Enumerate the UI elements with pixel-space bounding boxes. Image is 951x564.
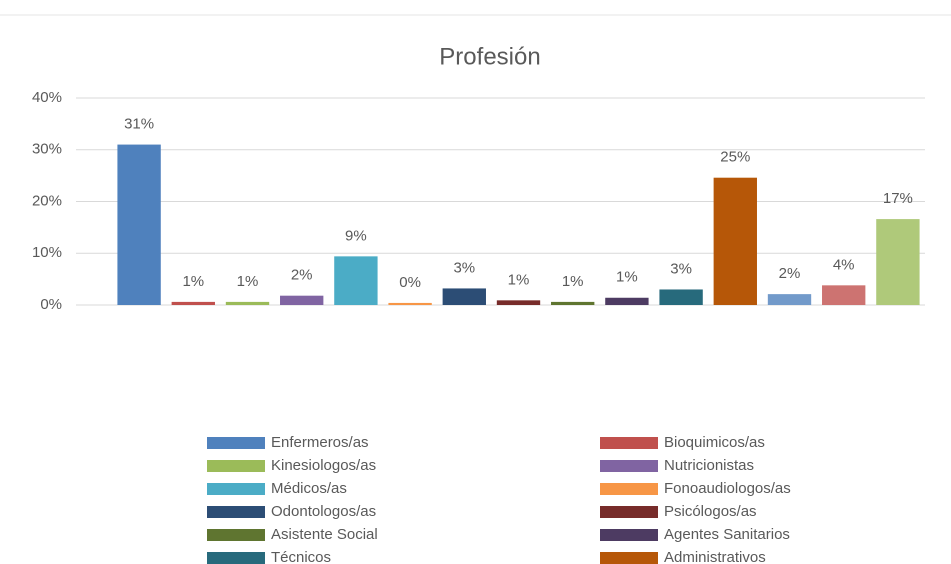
value-label: 1% xyxy=(182,273,204,290)
bar xyxy=(822,285,866,305)
chart-title: Profesión xyxy=(439,43,540,70)
legend-swatch xyxy=(600,529,658,541)
legend-swatch xyxy=(207,552,265,564)
bar xyxy=(659,289,703,305)
value-label: 25% xyxy=(720,149,750,166)
value-label: 4% xyxy=(833,256,855,273)
legend-label: Administrativos xyxy=(664,549,766,564)
y-tick-label: 10% xyxy=(32,244,62,261)
value-label: 1% xyxy=(237,273,259,290)
value-label: 1% xyxy=(616,269,638,286)
legend-swatch xyxy=(207,506,265,518)
bar xyxy=(334,256,378,305)
y-tick-label: 0% xyxy=(40,296,62,313)
legend-label: Agentes Sanitarios xyxy=(664,526,790,543)
legend-swatch xyxy=(600,483,658,495)
bar xyxy=(171,301,215,305)
legend-label: Asistente Social xyxy=(271,526,378,543)
bar xyxy=(280,295,324,305)
value-label: 3% xyxy=(670,260,692,277)
value-label: 2% xyxy=(779,265,801,282)
value-label: 9% xyxy=(345,227,367,244)
value-label: 1% xyxy=(508,271,530,288)
legend-label: Psicólogos/as xyxy=(664,503,757,520)
legend-label: Bioquimicos/as xyxy=(664,434,765,451)
legend-swatch xyxy=(207,529,265,541)
y-tick-label: 30% xyxy=(32,141,62,158)
legend-label: Médicos/as xyxy=(271,480,347,497)
legend-label: Técnicos xyxy=(271,549,331,564)
legend-swatch xyxy=(600,552,658,564)
legend-swatch xyxy=(207,437,265,449)
value-label: 0% xyxy=(399,274,421,291)
bar xyxy=(117,144,161,305)
legend-label: Fonoaudiologos/as xyxy=(664,480,791,497)
value-label: 1% xyxy=(562,273,584,290)
legend-swatch xyxy=(207,460,265,472)
bar xyxy=(876,219,920,305)
bar xyxy=(713,177,757,305)
legend-swatch xyxy=(600,460,658,472)
legend-label: Kinesiologos/as xyxy=(271,457,376,474)
bar xyxy=(496,300,541,305)
legend-swatch xyxy=(207,483,265,495)
bar xyxy=(605,297,649,305)
bar xyxy=(388,302,432,305)
bar xyxy=(442,288,486,305)
value-label: 3% xyxy=(453,259,475,276)
value-label: 31% xyxy=(124,116,154,133)
value-label: 2% xyxy=(291,267,313,284)
legend-label: Enfermeros/as xyxy=(271,434,369,451)
y-tick-label: 40% xyxy=(32,89,62,106)
legend-label: Nutricionistas xyxy=(664,457,754,474)
legend-swatch xyxy=(600,437,658,449)
legend-label: Odontologos/as xyxy=(271,503,376,520)
bar xyxy=(225,301,270,305)
bar xyxy=(551,301,595,305)
y-tick-label: 20% xyxy=(32,192,62,209)
value-label: 17% xyxy=(883,190,913,207)
bar xyxy=(767,294,812,305)
legend-swatch xyxy=(600,506,658,518)
